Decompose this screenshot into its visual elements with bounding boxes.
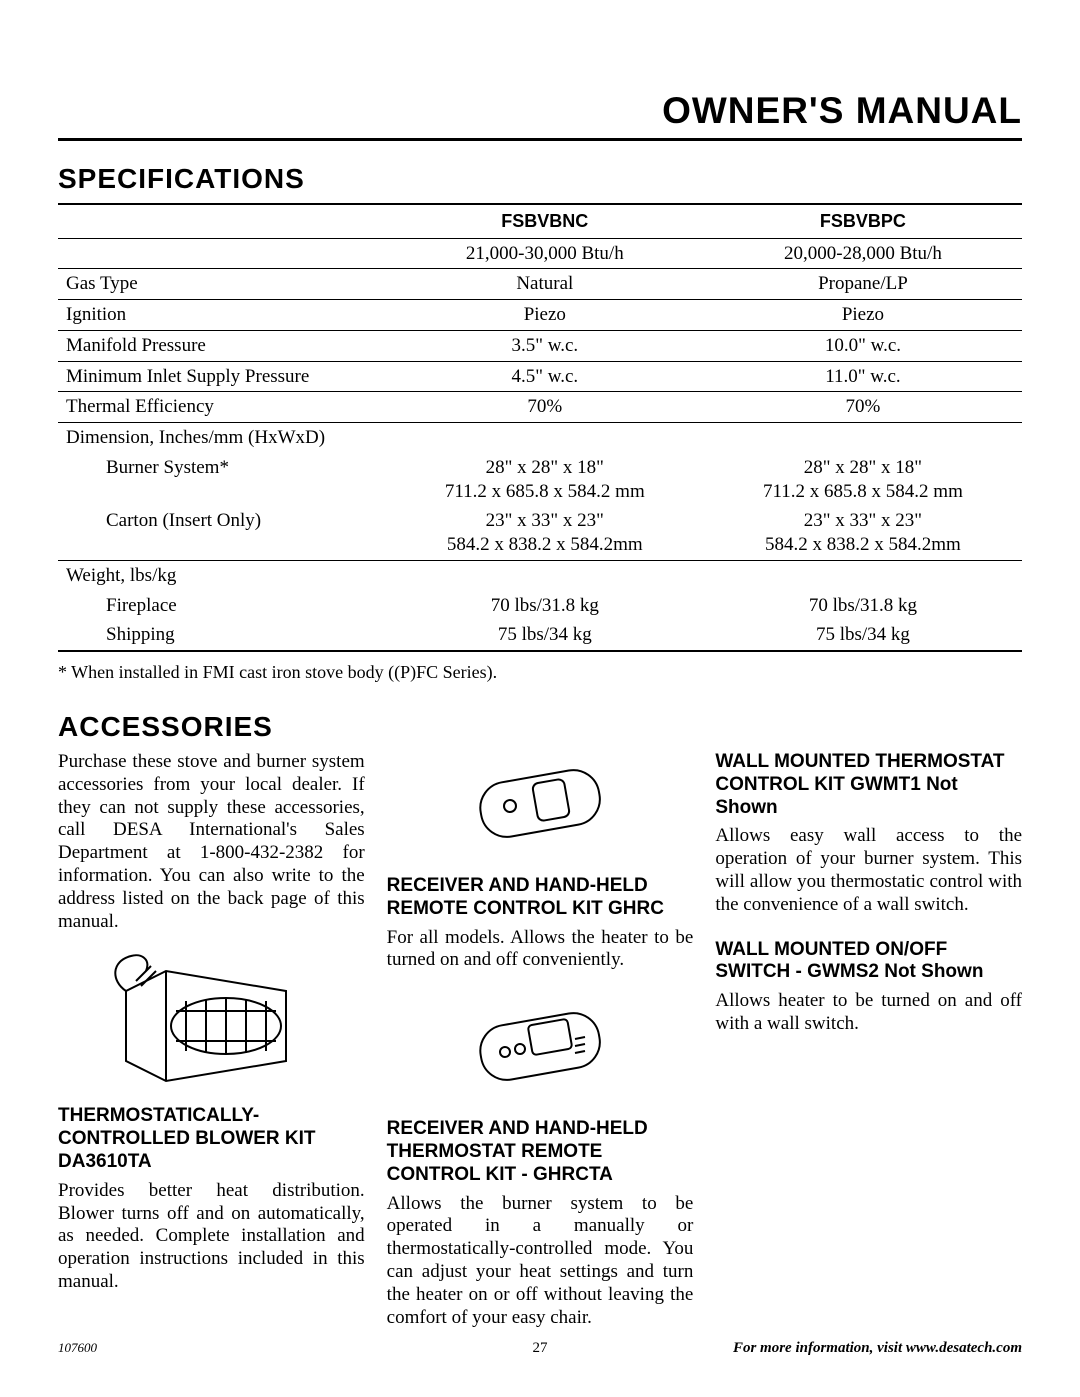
gwmt1-body: Allows easy wall access to the operation… [715, 825, 1022, 916]
ghrc-title: RECEIVER AND HAND-HELD REMOTE CONTROL KI… [387, 875, 694, 921]
specifications-heading: SPECIFICATIONS [58, 163, 1022, 195]
gwms2-title: WALL MOUNTED ON/OFF SWITCH - GWMS2 Not S… [715, 939, 1022, 985]
ghrcta-title: RECEIVER AND HAND-HELD THERMOSTAT REMOTE… [387, 1118, 694, 1186]
accessories-col-3: WALL MOUNTED THERMOSTAT CONTROL KIT GWMT… [715, 751, 1022, 1351]
table-row: 21,000-30,000 Btu/h 20,000-28,000 Btu/h [58, 238, 1022, 269]
table-row: Shipping 75 lbs/34 kg 75 lbs/34 kg [58, 620, 1022, 651]
accessories-heading: ACCESSORIES [58, 711, 1022, 743]
specifications-footnote: * When installed in FMI cast iron stove … [58, 662, 1022, 683]
gwmt1-title: WALL MOUNTED THERMOSTAT CONTROL KIT GWMT… [715, 751, 1022, 819]
spec-col-blank [58, 204, 386, 238]
table-row: Fireplace 70 lbs/31.8 kg 70 lbs/31.8 kg [58, 591, 1022, 621]
table-row: Carton (Insert Only) 23" x 33" x 23" 584… [58, 506, 1022, 560]
gwms2-body: Allows heater to be turned on and off wi… [715, 990, 1022, 1036]
blower-body: Provides better heat distribution. Blowe… [58, 1180, 365, 1294]
accessories-col-1: Purchase these stove and burner system a… [58, 751, 365, 1351]
table-row: Gas Type Natural Propane/LP [58, 269, 1022, 300]
blower-illustration-icon [106, 951, 316, 1091]
ghrc-body: For all models. Allows the heater to be … [387, 927, 694, 973]
blower-title: THERMOSTATICALLY-CONTROLLED BLOWER KIT D… [58, 1105, 365, 1173]
spec-col-fsbvbpc: FSBVBPC [704, 204, 1022, 238]
accessories-intro: Purchase these stove and burner system a… [58, 751, 365, 933]
ghrcta-body: Allows the burner system to be operated … [387, 1193, 694, 1330]
spec-col-fsbvbnc: FSBVBNC [386, 204, 704, 238]
footer-doc-number: 107600 [58, 1340, 97, 1356]
accessories-columns: Purchase these stove and burner system a… [58, 751, 1022, 1351]
remote-ghrc-illustration-icon [465, 751, 615, 861]
table-row: Thermal Efficiency 70% 70% [58, 392, 1022, 423]
page-footer: 107600 27 For more information, visit ww… [58, 1340, 1022, 1357]
table-row: Manifold Pressure 3.5" w.c. 10.0" w.c. [58, 330, 1022, 361]
accessories-col-2: RECEIVER AND HAND-HELD REMOTE CONTROL KI… [387, 751, 694, 1351]
table-row: Dimension, Inches/mm (HxWxD) [58, 423, 1022, 453]
table-row: Ignition Piezo Piezo [58, 300, 1022, 331]
specifications-table: FSBVBNC FSBVBPC 21,000-30,000 Btu/h 20,0… [58, 203, 1022, 652]
table-row: Weight, lbs/kg [58, 560, 1022, 590]
table-row: Burner System* 28" x 28" x 18" 711.2 x 6… [58, 453, 1022, 507]
footer-page-number: 27 [533, 1340, 548, 1357]
page-title: OWNER'S MANUAL [58, 90, 1022, 141]
footer-info: For more information, visit www.desatech… [733, 1340, 1022, 1357]
table-row: Minimum Inlet Supply Pressure 4.5" w.c. … [58, 361, 1022, 392]
remote-ghrcta-illustration-icon [465, 994, 615, 1104]
